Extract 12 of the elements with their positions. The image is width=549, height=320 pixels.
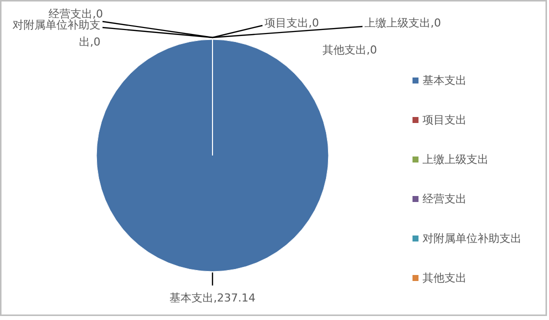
text: 上缴上级支出,0 — [364, 16, 441, 30]
legend-label: 项目支出 — [422, 114, 466, 126]
data-label: 基本支出,237.14 — [170, 292, 256, 304]
legend-label: 基本支出 — [422, 74, 466, 87]
text: 其他支出,0 — [322, 44, 377, 56]
text: 对附属单位补助支出,0 — [12, 18, 101, 48]
legend-label: 对附属单位补助支出 — [422, 232, 522, 245]
legend-label: 上缴上级支出 — [422, 153, 488, 166]
legend-label: 其他支出 — [422, 272, 466, 284]
legend-label: 经营支出 — [422, 192, 466, 206]
text: 经营支出,0 — [48, 8, 103, 20]
text: 项目支出,0 — [264, 16, 319, 30]
